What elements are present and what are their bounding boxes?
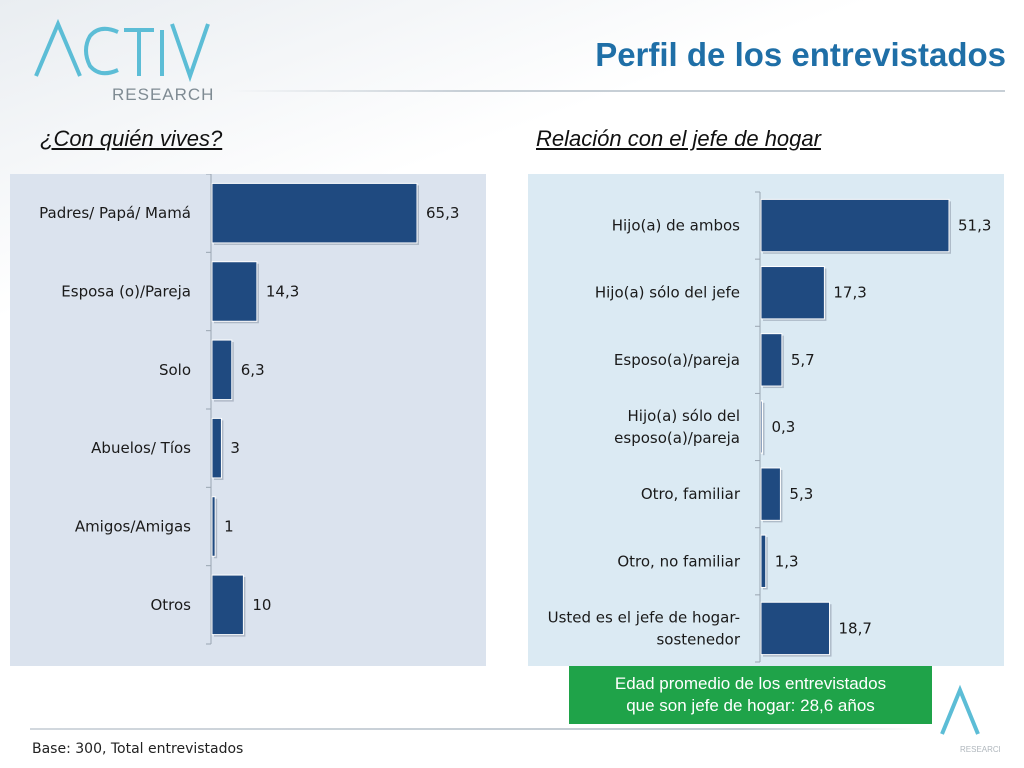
left-category-label: Padres/ Papá/ Mamá [39, 204, 191, 222]
left-value-label: 6,3 [241, 361, 265, 379]
right-category-label: Usted es el jefe de hogar-sostenedor [548, 608, 741, 648]
right-bar [760, 601, 831, 656]
right-value-label: 0,3 [772, 418, 796, 436]
left-category-label: Abuelos/ Tíos [91, 439, 191, 457]
right-bar-shadow [763, 402, 765, 456]
footer-divider [30, 728, 920, 730]
base-note: Base: 300, Total entrevistados [32, 741, 244, 757]
left-bar [211, 417, 222, 479]
right-bar [760, 266, 825, 320]
page-title: Perfil de los entrevistados [595, 36, 1006, 73]
svg-text:RESEARCH: RESEARCH [112, 85, 214, 104]
left-category-label: Esposa (o)/Pareja [61, 283, 191, 301]
average-age-box: Edad promedio de los entrevistados que s… [569, 666, 932, 724]
right-value-label: 17,3 [833, 284, 866, 302]
left-value-label: 65,3 [426, 204, 459, 222]
left-value-label: 14,3 [266, 283, 299, 301]
right-bar [760, 400, 763, 454]
activa-research-logo: RESEARCH [34, 18, 214, 104]
small-activa-logo: RESEARCH [940, 684, 1000, 754]
right-value-label: 18,7 [839, 619, 872, 637]
right-category-label: Esposo(a)/pareja [614, 351, 740, 369]
left-value-label: 1 [224, 518, 234, 536]
left-bar [211, 339, 233, 401]
left-chart-subtitle: ¿Con quién vives? [40, 126, 223, 151]
left-plot-background [10, 174, 486, 666]
left-category-label: Solo [159, 361, 191, 379]
left-category-label: Amigos/Amigas [75, 518, 191, 536]
right-category-label: Otro, no familiar [617, 552, 740, 570]
left-bar [211, 261, 258, 322]
right-category-label: Hijo(a) sólo del esposo(a)/pareja [614, 407, 740, 447]
right-category-label: Hijo(a) de ambos [612, 217, 740, 235]
right-value-label: 5,3 [789, 485, 813, 503]
left-chart-panel: 65,3 Padres/ Papá/ Mamá 14,3 Esposa (o)/Par… [10, 174, 486, 666]
right-bar-chart: 51,3 Hijo(a) de ambos 17,3 Hijo(a) sólo del… [528, 174, 1004, 666]
right-bar [760, 534, 767, 588]
average-age-line-2: que son jefe de hogar: 28,6 años [626, 696, 875, 715]
title-divider [230, 90, 1005, 92]
left-bar [211, 496, 216, 557]
right-value-label: 1,3 [775, 552, 799, 570]
right-category-label: Otro, familiar [641, 485, 741, 503]
right-value-label: 51,3 [958, 217, 991, 235]
right-chart-panel: 51,3 Hijo(a) de ambos 17,3 Hijo(a) sólo del… [528, 174, 1004, 666]
right-value-label: 5,7 [791, 351, 815, 369]
left-bar [211, 182, 418, 244]
right-bar [760, 198, 950, 253]
average-age-line-1: Edad promedio de los entrevistados [614, 674, 887, 693]
left-category-label: Otros [150, 596, 191, 614]
left-value-label: 10 [252, 596, 271, 614]
right-chart-subtitle: Relación con el jefe de hogar [536, 126, 821, 151]
right-bar [760, 333, 783, 387]
left-value-label: 3 [230, 439, 240, 457]
left-bar [211, 574, 244, 636]
right-category-label: Hijo(a) sólo del jefe [595, 284, 740, 302]
svg-text:RESEARCH: RESEARCH [960, 745, 1000, 754]
left-bar-chart: 65,3 Padres/ Papá/ Mamá 14,3 Esposa (o)/Par… [10, 174, 486, 666]
right-bar [760, 467, 781, 521]
